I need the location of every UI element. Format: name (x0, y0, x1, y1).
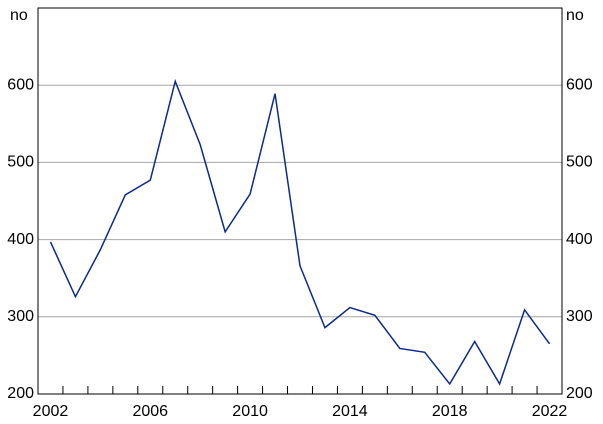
x-tick-label: 2002 (33, 403, 69, 420)
y2-tick-label: 300 (566, 308, 593, 325)
x-tick-label: 2014 (332, 403, 368, 420)
x-tick-label: 2018 (432, 403, 468, 420)
y2-tick-label: 200 (566, 385, 593, 402)
x-tick-label: 2022 (532, 403, 568, 420)
y-tick-label: 500 (7, 154, 34, 171)
y-tick-label: 300 (7, 308, 34, 325)
y2-axis-label: no (566, 7, 584, 24)
x-tick-label: 2010 (232, 403, 268, 420)
line (49, 78, 551, 386)
y2-tick-label: 500 (566, 154, 593, 171)
y2-tick-label: 600 (566, 76, 593, 93)
y-tick-label: 600 (7, 76, 34, 93)
x-tick-label: 2006 (132, 403, 168, 420)
y2-tick-label: 400 (566, 231, 593, 248)
y-axis-label: no (10, 7, 28, 24)
plot-frame (37, 7, 563, 395)
y-tick-label: 200 (7, 385, 34, 402)
y-tick-label: 400 (7, 231, 34, 248)
